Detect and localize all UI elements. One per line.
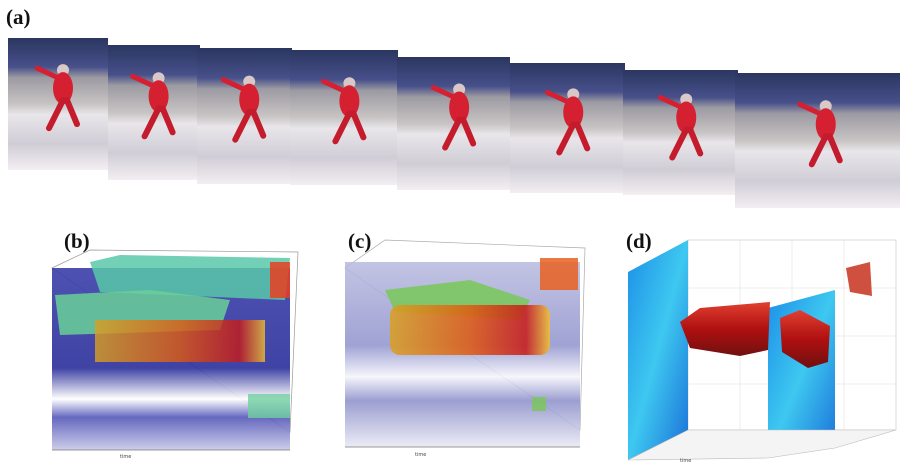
image-sequence: [8, 38, 900, 208]
hot-region: [270, 262, 290, 298]
video-frame: [397, 57, 510, 190]
axis-label: time: [120, 454, 131, 460]
frame-image: [623, 70, 738, 195]
slice-plane: [628, 240, 688, 460]
axis-label: time: [680, 458, 691, 464]
iso-surface: [680, 302, 770, 356]
video-frame: [623, 70, 738, 195]
video-frame: [108, 45, 200, 180]
video-frame: [290, 50, 398, 185]
video-frame: [735, 73, 900, 208]
video-frame: [197, 48, 292, 184]
frame-image: [397, 57, 510, 190]
slice-render-d: time: [628, 240, 896, 464]
panel-label: (c): [348, 229, 371, 253]
panel-label: (d): [626, 229, 652, 253]
panel-label: (b): [64, 229, 90, 253]
hot-region: [540, 258, 578, 290]
volume-render-b: time: [52, 250, 298, 460]
video-frame: [510, 63, 625, 193]
panel-label: (a): [6, 5, 31, 29]
frame-image: [510, 63, 625, 193]
frame-image: [735, 73, 900, 208]
iso-surface: [248, 394, 290, 418]
figure: (a) (b) time (c) time (d) t: [0, 0, 906, 465]
volume-render-c: time: [345, 240, 585, 458]
iso-surface: [846, 262, 872, 296]
axis-label: time: [415, 452, 426, 458]
iso-surface: [532, 397, 546, 411]
video-frame: [8, 38, 108, 170]
hot-region: [390, 305, 550, 355]
hot-region: [95, 320, 265, 362]
